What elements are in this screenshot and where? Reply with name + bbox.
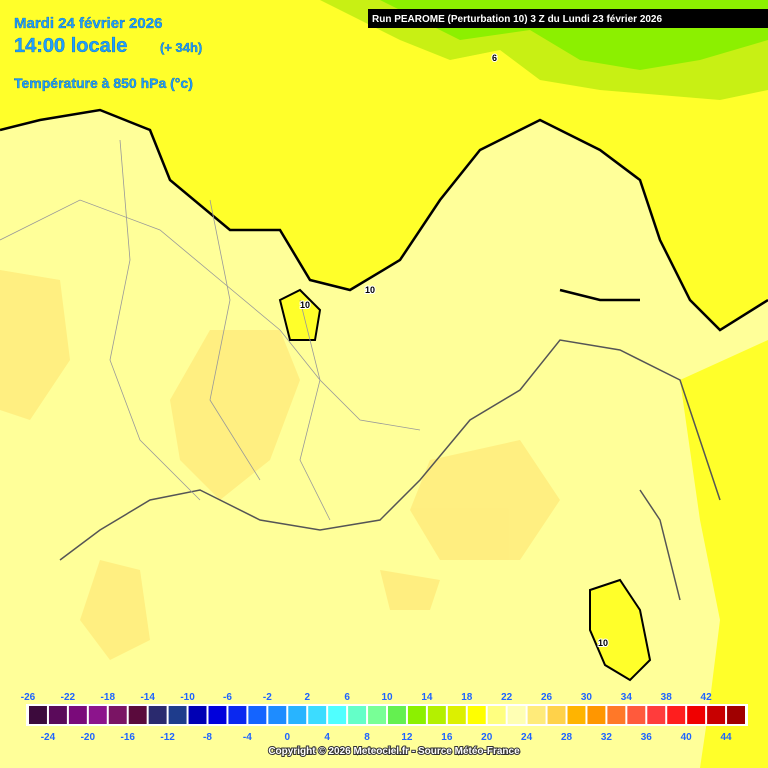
legend-swatch — [388, 706, 406, 724]
legend-swatch — [108, 706, 127, 724]
legend-swatch — [288, 706, 307, 724]
legend-label: 8 — [364, 732, 370, 743]
legend-swatch — [208, 706, 227, 724]
cool-patches — [0, 270, 560, 660]
legend-swatch — [707, 706, 726, 724]
lake — [278, 288, 322, 341]
legend-swatch — [128, 706, 147, 724]
legend-swatch — [627, 706, 646, 724]
legend-label: 18 — [461, 692, 473, 703]
legend-label: 28 — [561, 732, 573, 743]
legend-label: 24 — [521, 732, 533, 743]
legend-label: -18 — [101, 692, 116, 703]
legend-swatch — [587, 706, 606, 724]
legend-swatch — [647, 706, 666, 724]
legend-swatch — [29, 706, 47, 724]
legend-label: -26 — [21, 692, 36, 703]
legend-swatch — [487, 706, 506, 724]
legend-label: -2 — [263, 692, 272, 703]
field-name: Température à 850 hPa (°c) — [14, 75, 193, 91]
contour-label: 10 — [300, 300, 310, 310]
legend-swatch — [168, 706, 187, 724]
time: 14:00 locale — [14, 35, 127, 57]
legend-swatch — [228, 706, 247, 724]
island — [589, 578, 652, 682]
legend-label: 10 — [381, 692, 393, 703]
legend-label: -14 — [140, 692, 155, 703]
legend-label: -8 — [203, 732, 212, 743]
legend-swatch — [467, 706, 486, 724]
legend-label: 34 — [621, 692, 633, 703]
legend-label: -6 — [223, 692, 232, 703]
legend-label: 38 — [661, 692, 673, 703]
legend-label: -20 — [81, 732, 96, 743]
legend-swatch — [407, 706, 426, 724]
legend-swatch — [727, 706, 745, 724]
legend-label: -24 — [41, 732, 56, 743]
legend-swatch — [308, 706, 327, 724]
regions — [0, 139, 421, 521]
legend-swatch — [547, 706, 566, 724]
legend-swatch — [88, 706, 107, 724]
legend-swatch — [447, 706, 466, 724]
legend-label: 32 — [601, 732, 613, 743]
legend-swatch — [567, 706, 586, 724]
legend-label: -12 — [160, 732, 175, 743]
legend-label: 30 — [581, 692, 593, 703]
legend-label: 22 — [501, 692, 513, 703]
legend-swatch — [667, 706, 686, 724]
borders — [59, 339, 721, 601]
legend-label: 2 — [304, 692, 310, 703]
run-info: Run PEAROME (Perturbation 10) 3 Z du Lun… — [372, 14, 662, 25]
legend-swatch — [188, 706, 207, 724]
legend-swatch — [248, 706, 267, 724]
legend-label: -16 — [120, 732, 135, 743]
legend-swatch — [48, 706, 67, 724]
legend-label: -22 — [61, 692, 76, 703]
contour-label: 10 — [598, 638, 608, 648]
legend-swatch — [368, 706, 386, 724]
coastline — [0, 108, 768, 332]
legend-label: 12 — [401, 732, 413, 743]
legend-label: 0 — [284, 732, 290, 743]
legend-label: 14 — [421, 692, 433, 703]
legend-swatch — [68, 706, 87, 724]
legend-swatch — [427, 706, 446, 724]
legend: -26-24-22-20-18-16-14-12-10-8-6-4-202468… — [21, 692, 748, 743]
legend-label: 6 — [344, 692, 350, 703]
legend-swatch — [687, 706, 706, 724]
legend-swatch — [607, 706, 626, 724]
legend-swatch — [268, 706, 287, 724]
legend-label: -4 — [243, 732, 252, 743]
legend-swatch — [148, 706, 167, 724]
legend-swatch — [527, 706, 546, 724]
contour-label: 6 — [492, 53, 497, 63]
legend-label: 16 — [441, 732, 453, 743]
run-box — [368, 9, 768, 28]
legend-label: 44 — [720, 732, 732, 743]
lead-time: (+ 34h) — [160, 40, 202, 55]
legend-swatch — [348, 706, 367, 724]
legend-label: 36 — [641, 732, 653, 743]
legend-label: -10 — [180, 692, 195, 703]
legend-swatch — [328, 706, 347, 724]
contour-label: 10 — [365, 285, 375, 295]
legend-label: 42 — [701, 692, 713, 703]
legend-label: 20 — [481, 732, 493, 743]
legend-label: 4 — [324, 732, 330, 743]
copyright: Copyright © 2026 Meteociel.fr - Source M… — [268, 746, 520, 757]
legend-label: 40 — [681, 732, 693, 743]
date: Mardi 24 février 2026 — [14, 15, 162, 32]
legend-label: 26 — [541, 692, 553, 703]
legend-swatch — [507, 706, 526, 724]
